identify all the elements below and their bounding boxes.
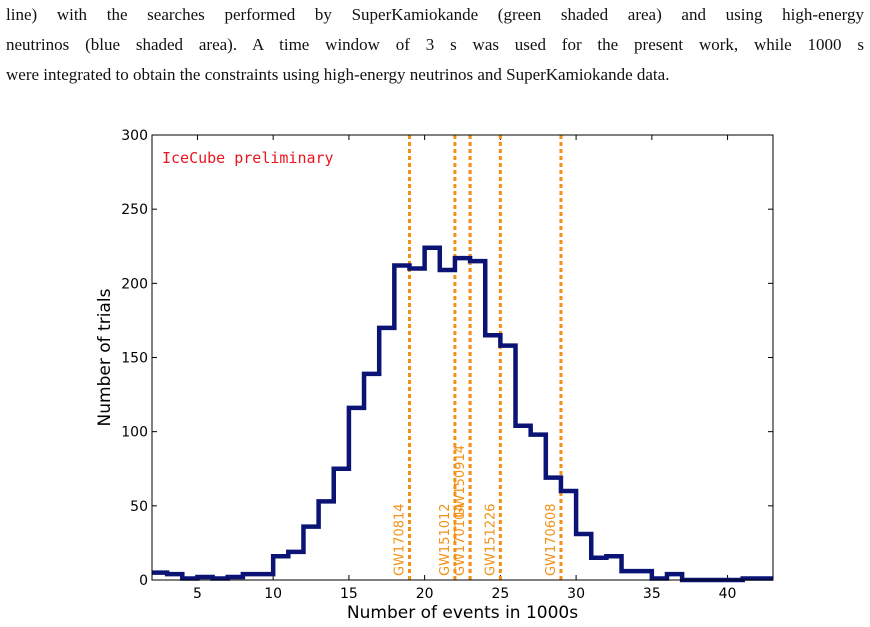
x-tick-label: 10 bbox=[264, 586, 282, 602]
event-marker-label: GW170814 bbox=[392, 503, 407, 576]
caption-line: neutrinos (blue shaded area). A time win… bbox=[6, 35, 864, 54]
y-tick-label: 200 bbox=[121, 276, 148, 292]
chart-annotation: IceCube preliminary bbox=[162, 149, 334, 167]
y-tick-label: 300 bbox=[121, 128, 148, 144]
event-marker-label: GW170104 bbox=[453, 503, 468, 576]
y-tick-label: 50 bbox=[130, 499, 148, 515]
histogram-chart: 5 10 15 20 25 30 35 40 0 50 100 150 200 250 300 GW1708… bbox=[95, 128, 774, 623]
y-axis-label: Number of trials bbox=[95, 288, 115, 426]
caption-line: were integrated to obtain the constraint… bbox=[6, 65, 670, 84]
x-tick-label: 40 bbox=[719, 586, 737, 602]
event-marker-label: GW170608 bbox=[544, 503, 559, 576]
x-tick-label: 30 bbox=[567, 586, 585, 602]
axes-group: 5 10 15 20 25 30 35 40 0 50 100 150 200 250 300 bbox=[121, 128, 773, 602]
x-tick-label: 15 bbox=[340, 586, 358, 602]
caption-line: line) with the searches performed by Sup… bbox=[6, 5, 864, 24]
event-marker-label: GW151012 bbox=[438, 503, 453, 576]
histogram-series bbox=[152, 245, 773, 583]
event-marker-label: GW151226 bbox=[483, 503, 498, 576]
x-tick-label: 35 bbox=[643, 586, 661, 602]
plot-frame bbox=[151, 134, 774, 581]
x-tick-label: 25 bbox=[491, 586, 509, 602]
y-tick-label: 250 bbox=[121, 202, 148, 218]
figure-caption: line) with the searches performed by Sup… bbox=[6, 0, 864, 90]
x-axis-label: Number of events in 1000s bbox=[347, 603, 578, 623]
y-tick-label: 150 bbox=[121, 351, 148, 367]
x-tick-label: 5 bbox=[193, 586, 202, 602]
event-marker-label: GW150914 bbox=[453, 445, 468, 518]
y-tick-label: 100 bbox=[121, 425, 148, 441]
x-tick-label: 20 bbox=[416, 586, 434, 602]
histogram-line bbox=[152, 245, 773, 583]
y-tick-label: 0 bbox=[139, 573, 148, 589]
